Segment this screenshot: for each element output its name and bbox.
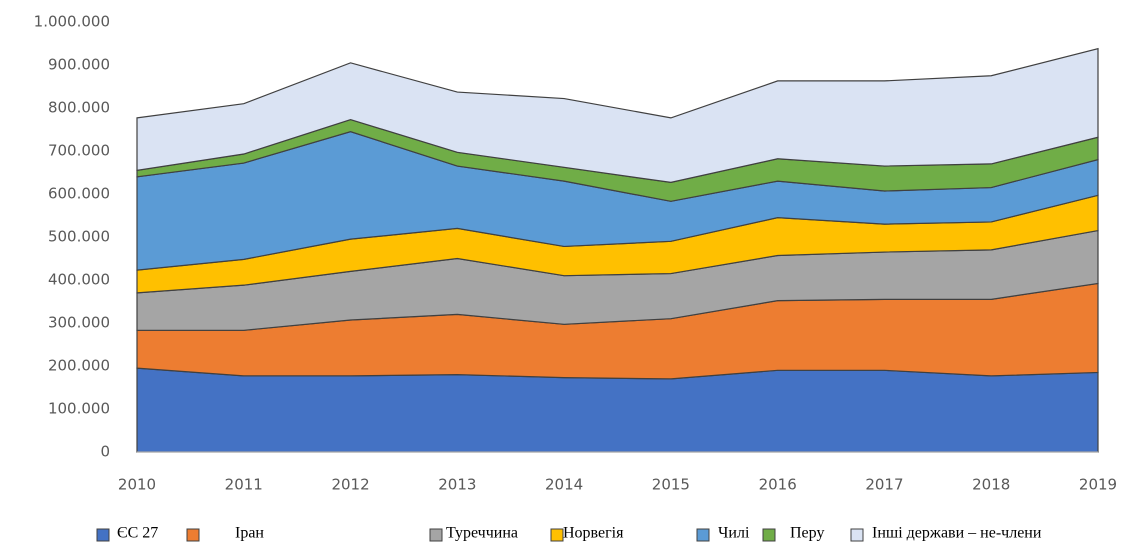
x-tick-label: 2010 xyxy=(118,476,156,494)
area xyxy=(136,47,1099,183)
x-tick-label: 2016 xyxy=(759,476,797,494)
legend-swatch xyxy=(186,528,200,542)
y-tick-label: 800.000 xyxy=(48,99,110,117)
x-tick-label: 2014 xyxy=(545,476,583,494)
legend-swatch xyxy=(850,528,864,542)
x-tick-label: 2018 xyxy=(972,476,1010,494)
legend-swatch xyxy=(429,528,443,542)
y-tick-label: 400.000 xyxy=(48,271,110,289)
y-tick-label: 900.000 xyxy=(48,56,110,74)
x-tick-label: 2017 xyxy=(865,476,903,494)
x-tick-label: 2013 xyxy=(438,476,476,494)
x-tick-label: 2019 xyxy=(1079,476,1117,494)
y-tick-label: 1.000.000 xyxy=(34,13,110,31)
y-tick-label: 500.000 xyxy=(48,228,110,246)
x-tick-label: 2012 xyxy=(331,476,369,494)
y-tick-label: 300.000 xyxy=(48,314,110,332)
y-tick-label: 200.000 xyxy=(48,357,110,375)
legend-swatch xyxy=(96,528,110,542)
legend-label: Чилі xyxy=(718,525,750,542)
y-tick-label: 0 xyxy=(100,443,110,461)
legend-label: Норвегія xyxy=(563,525,624,542)
legend-label: Туреччина xyxy=(446,525,518,542)
y-tick-label: 100.000 xyxy=(48,400,110,418)
legend-swatch xyxy=(696,528,710,542)
x-tick-label: 2015 xyxy=(652,476,690,494)
legend-label: Інші держави – не-члени xyxy=(872,525,1042,542)
legend-swatch xyxy=(762,528,776,542)
legend-label: ЄС 27 xyxy=(117,525,158,542)
x-tick-label: 2011 xyxy=(225,476,263,494)
area xyxy=(136,367,1099,453)
y-tick-label: 700.000 xyxy=(48,142,110,160)
legend-label: Перу xyxy=(790,525,824,542)
y-tick-label: 600.000 xyxy=(48,185,110,203)
legend-label: Іран xyxy=(235,525,264,542)
legend-swatch xyxy=(550,528,564,542)
